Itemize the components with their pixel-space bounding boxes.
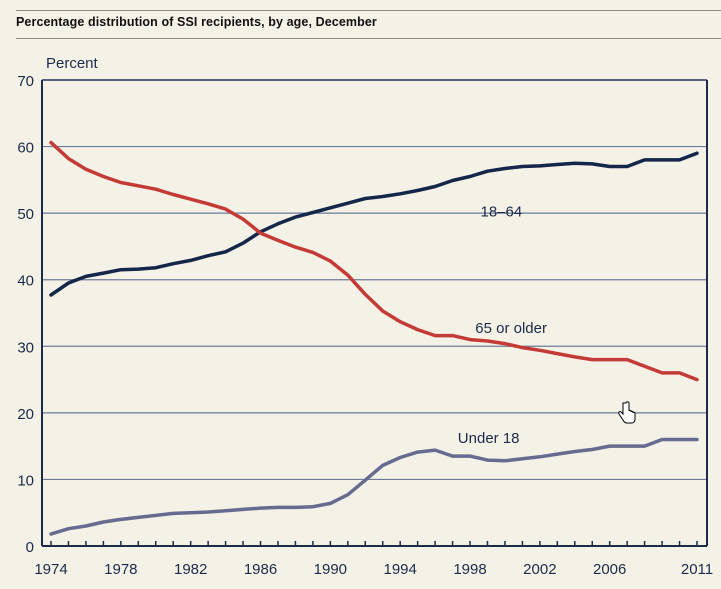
x-tick-label: 1986 bbox=[244, 561, 277, 578]
y-axis-ticks: 0 10 20 30 40 50 60 70 bbox=[17, 73, 34, 556]
gridlines bbox=[41, 79, 708, 547]
x-tick-label: 1974 bbox=[34, 561, 67, 578]
x-tick-label: 1998 bbox=[453, 561, 486, 578]
y-tick-label: 70 bbox=[17, 73, 34, 90]
series-line-18-64 bbox=[49, 151, 699, 297]
y-axis-label: Percent bbox=[46, 55, 99, 72]
x-tick-label: 2011 bbox=[681, 561, 713, 578]
y-tick-label: 10 bbox=[17, 472, 34, 489]
series-label: 18–64 bbox=[481, 203, 523, 220]
x-tick-label: 1982 bbox=[174, 561, 207, 578]
x-tick-label: 2006 bbox=[593, 561, 626, 578]
series-label: 65 or older bbox=[475, 320, 547, 337]
y-tick-label: 50 bbox=[17, 206, 34, 223]
series-lines bbox=[49, 140, 699, 536]
title-underline bbox=[16, 38, 721, 39]
chart-title: Percentage distribution of SSI recipient… bbox=[16, 15, 377, 29]
y-tick-label: 40 bbox=[17, 273, 34, 290]
x-axis-ticks: 1974 1978 1982 1986 1990 1994 1998 2002 2006 2011 bbox=[34, 541, 713, 578]
series-line-under-18 bbox=[49, 437, 699, 536]
y-tick-label: 60 bbox=[17, 140, 34, 157]
x-tick-label: 1994 bbox=[384, 561, 417, 578]
x-tick-label: 1990 bbox=[314, 561, 347, 578]
series-labels: 18–64 65 or older Under 18 bbox=[458, 203, 547, 446]
y-tick-label: 30 bbox=[17, 339, 34, 356]
series-line-65-or-older bbox=[49, 140, 699, 382]
y-tick-label: 20 bbox=[17, 406, 34, 423]
top-rule bbox=[16, 10, 721, 11]
y-tick-label: 0 bbox=[26, 539, 34, 556]
series-label: Under 18 bbox=[458, 430, 520, 447]
x-tick-label: 1978 bbox=[104, 561, 137, 578]
x-tick-label: 2002 bbox=[523, 561, 556, 578]
